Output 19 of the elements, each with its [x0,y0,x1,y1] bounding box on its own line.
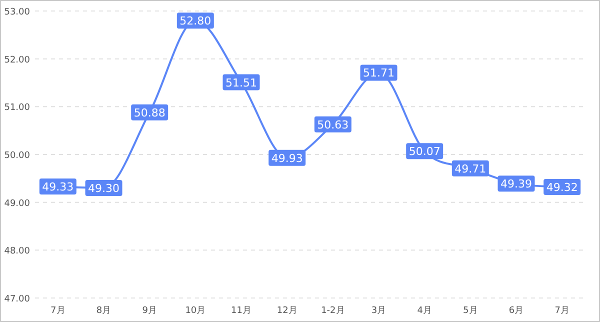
x-tick-label: 8月 [96,306,112,316]
x-tick-label: 11月 [231,306,252,316]
x-tick-label: 7月 [554,306,570,316]
x-tick-label: 1-2月 [321,306,345,316]
x-tick-label: 7月 [50,306,66,316]
x-tick-label: 10月 [185,306,206,316]
x-tick-label: 4月 [417,306,432,316]
x-tick-label: 9月 [142,306,157,316]
y-tick-label: 53.00 [4,8,30,18]
x-tick-label: 12月 [276,306,298,316]
x-tick-label: 6月 [508,306,524,316]
y-tick-label: 49.00 [4,198,30,209]
x-tick-label: 3月 [371,306,386,316]
x-tick-label: 5月 [463,306,478,316]
y-tick-label: 47.00 [4,294,30,304]
y-tick-label: 50.00 [4,151,30,161]
y-tick-label: 48.00 [4,246,30,257]
y-tick-label: 52.00 [4,55,30,66]
y-tick-label: 51.00 [4,103,30,114]
